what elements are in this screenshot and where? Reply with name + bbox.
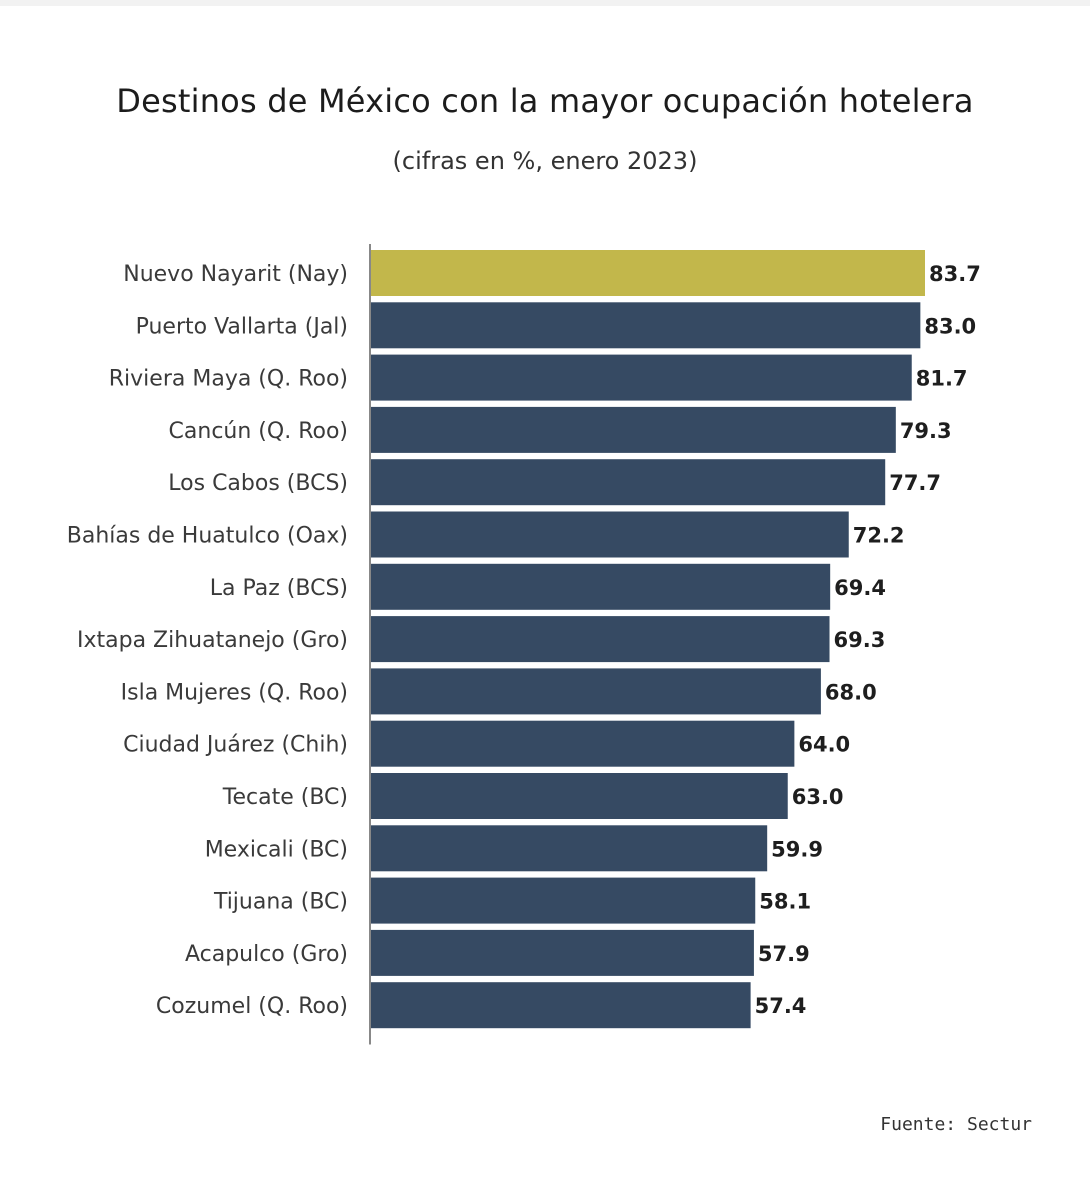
category-label: Puerto Vallarta (Jal) bbox=[136, 314, 348, 339]
bar-3 bbox=[370, 406, 896, 453]
chart-subtitle: (cifras en %, enero 2023) bbox=[392, 147, 698, 175]
value-label: 57.4 bbox=[755, 994, 807, 1018]
category-label: Tijuana (BC) bbox=[213, 890, 348, 915]
bars-layer bbox=[370, 250, 925, 1029]
labels-layer: Nuevo Nayarit (Nay) 83.7 Puerto Vallarta (… bbox=[67, 262, 981, 1019]
bar-1 bbox=[370, 302, 921, 349]
bar-10 bbox=[370, 773, 788, 819]
top-strip bbox=[0, 0, 1090, 6]
category-label: Bahías de Huatulco (Oax) bbox=[67, 524, 348, 549]
bar-13 bbox=[370, 929, 754, 976]
bar-0 bbox=[370, 250, 925, 296]
chart-title: Destinos de México con la mayor ocupació… bbox=[116, 82, 974, 120]
category-label: Nuevo Nayarit (Nay) bbox=[123, 262, 348, 287]
value-label: 69.3 bbox=[834, 628, 886, 652]
value-label: 68.0 bbox=[825, 680, 877, 704]
category-label: Cancún (Q. Roo) bbox=[169, 419, 348, 444]
value-label: 72.2 bbox=[853, 524, 905, 548]
value-label: 81.7 bbox=[916, 367, 968, 391]
value-label: 63.0 bbox=[792, 785, 844, 809]
category-label: Cozumel (Q. Roo) bbox=[156, 994, 348, 1019]
value-label: 69.4 bbox=[834, 576, 886, 600]
category-label: Ixtapa Zihuatanejo (Gro) bbox=[77, 628, 348, 653]
value-label: 83.0 bbox=[924, 314, 976, 338]
bar-5 bbox=[370, 511, 849, 558]
value-label: 64.0 bbox=[798, 733, 850, 757]
value-label: 57.9 bbox=[758, 942, 810, 966]
category-label: Isla Mujeres (Q. Roo) bbox=[121, 680, 348, 705]
category-label: Riviera Maya (Q. Roo) bbox=[109, 367, 348, 392]
value-label: 58.1 bbox=[759, 890, 811, 914]
value-label: 77.7 bbox=[889, 471, 941, 495]
value-label: 59.9 bbox=[771, 837, 823, 861]
bar-2 bbox=[370, 354, 912, 401]
category-label: Los Cabos (BCS) bbox=[168, 471, 348, 496]
category-label: Tecate (BC) bbox=[222, 785, 348, 810]
category-label: Mexicali (BC) bbox=[205, 837, 348, 862]
category-label: La Paz (BCS) bbox=[210, 576, 348, 601]
bar-14 bbox=[370, 982, 751, 1029]
bar-7 bbox=[370, 616, 830, 663]
source-note: Fuente: Sectur bbox=[880, 1114, 1032, 1135]
bar-9 bbox=[370, 720, 795, 767]
value-label: 83.7 bbox=[929, 262, 981, 286]
bar-6 bbox=[370, 563, 831, 610]
bar-8 bbox=[370, 668, 821, 715]
value-label: 79.3 bbox=[900, 419, 952, 443]
bar-4 bbox=[370, 459, 886, 506]
bar-11 bbox=[370, 825, 768, 872]
category-label: Ciudad Juárez (Chih) bbox=[123, 733, 348, 758]
bar-12 bbox=[370, 877, 756, 924]
category-label: Acapulco (Gro) bbox=[185, 942, 348, 967]
